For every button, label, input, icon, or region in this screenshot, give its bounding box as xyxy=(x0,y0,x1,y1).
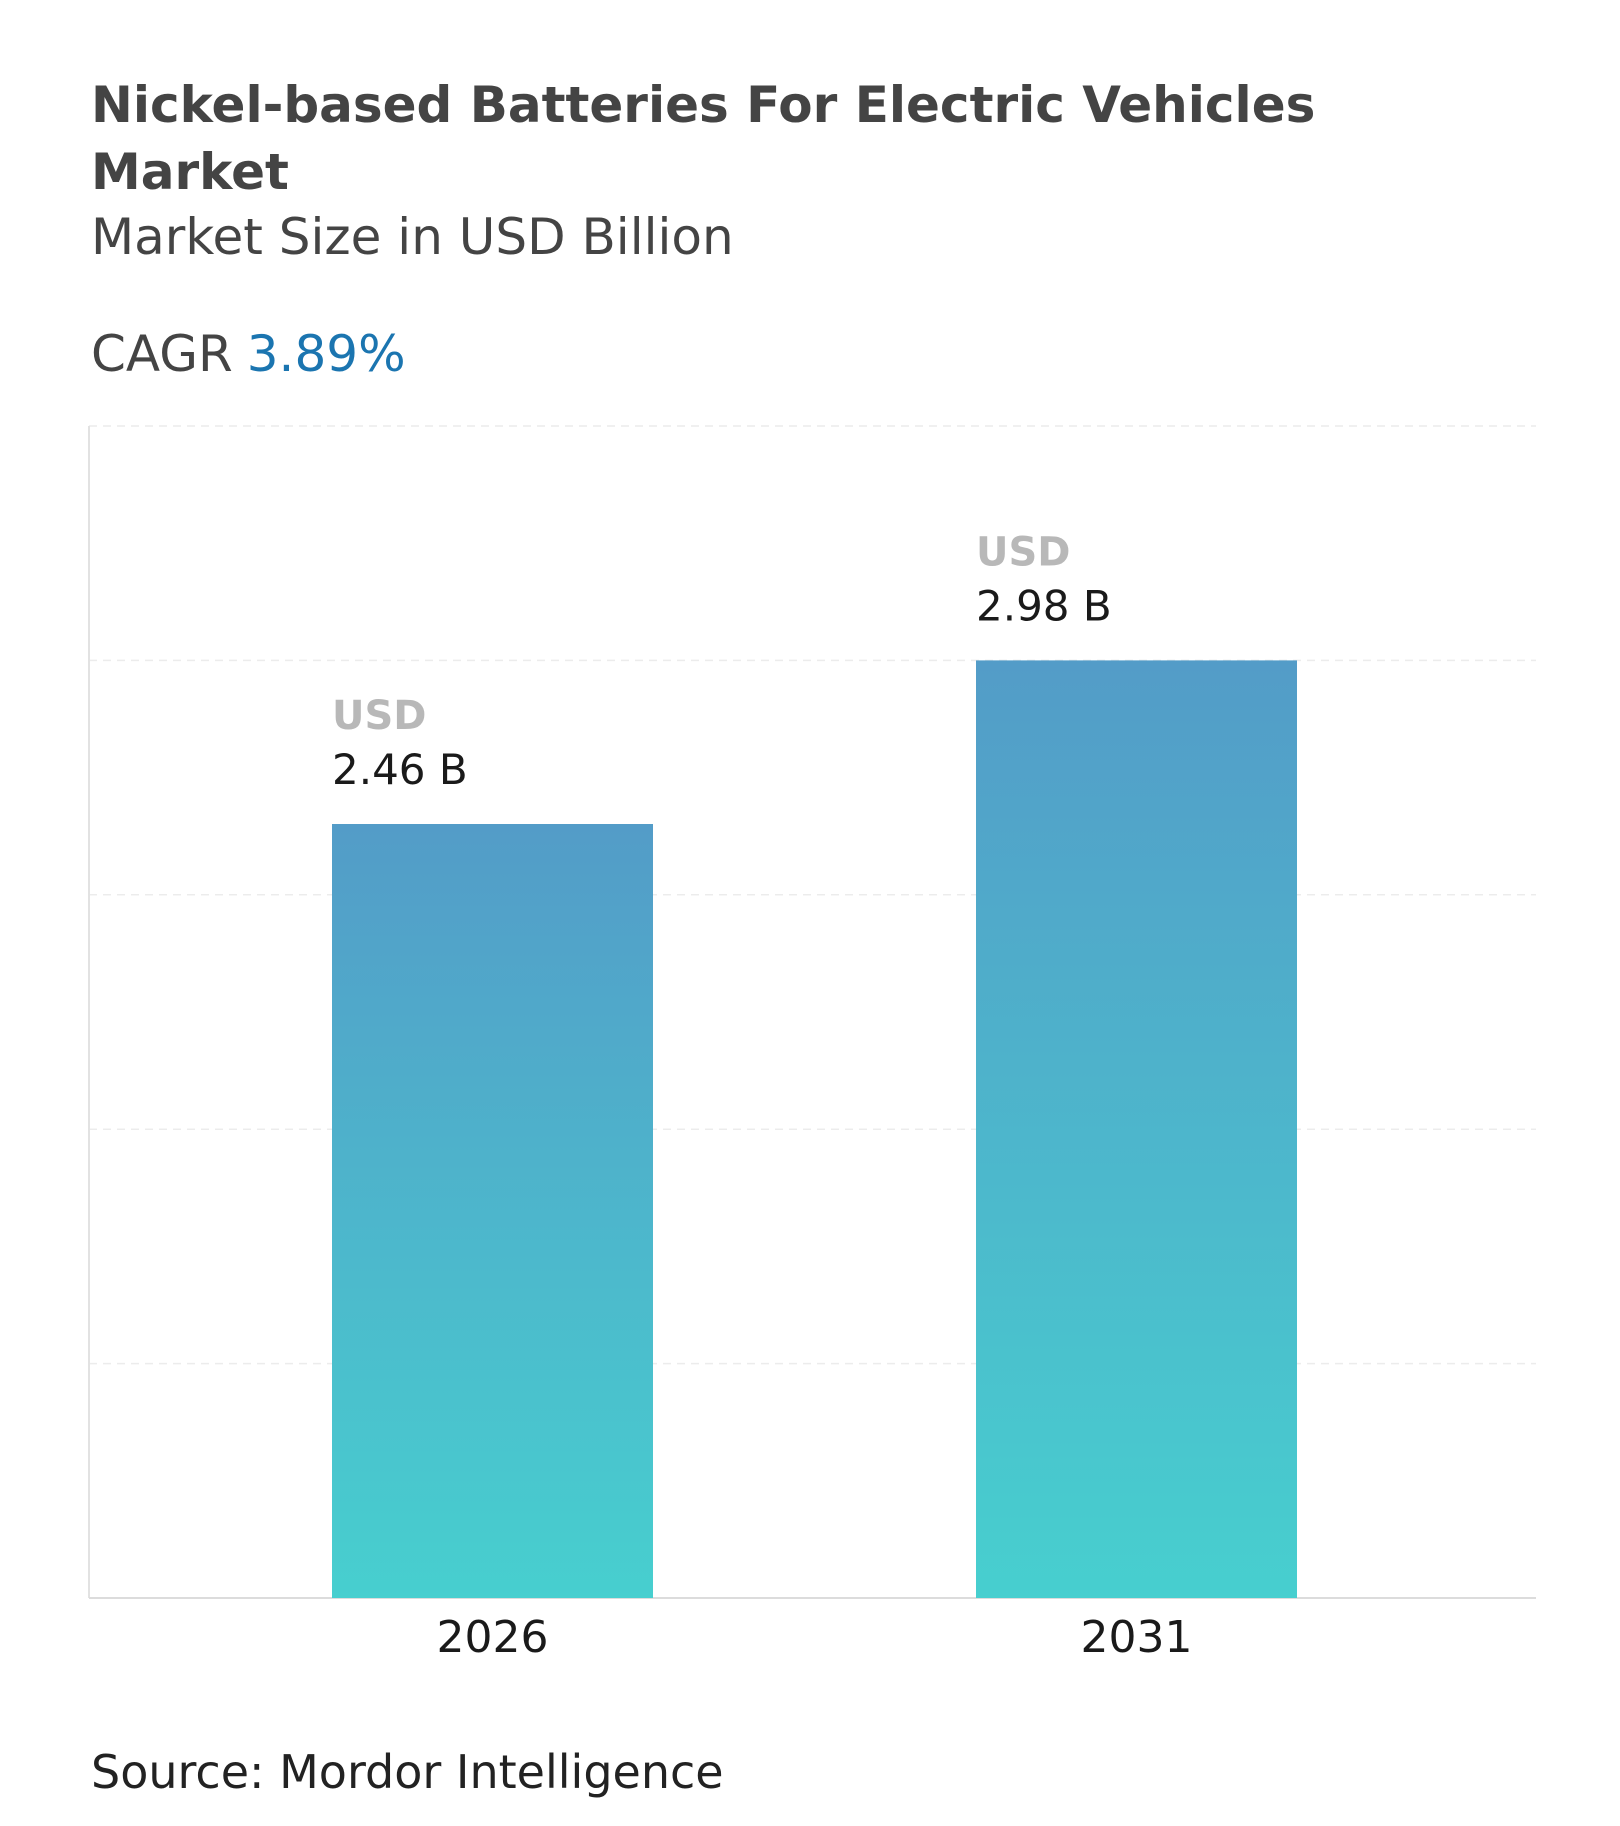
data-label-value: 2.46 B xyxy=(332,745,468,794)
data-label-value: 2.98 B xyxy=(976,581,1112,630)
x-tick-label: 2026 xyxy=(437,1612,549,1663)
cagr-label: CAGR xyxy=(91,325,233,383)
bar-2026 xyxy=(332,824,653,1598)
x-tick-label: 2031 xyxy=(1081,1612,1193,1663)
chart-title: Nickel-based Batteries For Electric Vehi… xyxy=(91,76,1316,201)
data-label-prefix: USD xyxy=(976,529,1071,575)
cagr: CAGR 3.89% xyxy=(91,325,406,383)
bar-2031 xyxy=(976,660,1297,1598)
bar-chart: USD 2.46 B 2026 USD 2.98 B 2031 xyxy=(88,425,1536,1663)
chart-subtitle: Market Size in USD Billion xyxy=(91,208,734,266)
cagr-value: 3.89% xyxy=(246,325,406,383)
source-note: Source: Mordor Intelligence xyxy=(91,1745,724,1799)
data-label-prefix: USD xyxy=(332,693,427,739)
